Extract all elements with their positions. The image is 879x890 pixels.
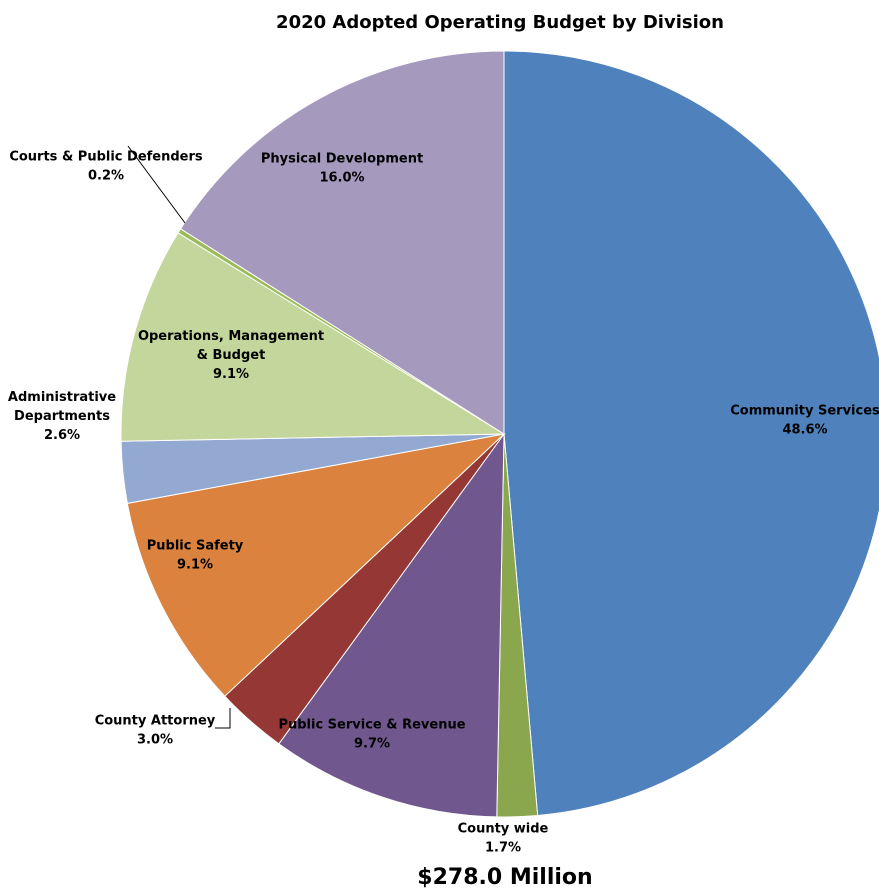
slice-label-community-services: Community Services 48.6% <box>730 404 879 438</box>
pie-slice-public-safety <box>126 433 506 697</box>
leader-line <box>127 145 186 224</box>
slice-label-county-attorney: County Attorney 3.0% <box>95 714 216 748</box>
slice-label-administrative-departments: Administrative Departments 2.6% <box>8 390 116 443</box>
pie-slice-physical-development <box>179 50 505 435</box>
total-amount: $278.0 Million <box>417 865 592 890</box>
pie-slice-public-service-revenue <box>278 432 505 818</box>
slice-label-physical-development: Physical Development 16.0% <box>261 152 423 186</box>
slice-label-operations-management-budget: Operations, Management & Budget 9.1% <box>138 329 324 382</box>
pie-slice-community-services <box>503 50 879 817</box>
slice-label-county-wide: County wide 1.7% <box>458 822 549 856</box>
pie-slice-operations-management-budget <box>120 232 506 442</box>
chart-title: 2020 Adopted Operating Budget by Divisio… <box>276 12 724 33</box>
leader-line <box>215 708 231 729</box>
slice-label-public-safety: Public Safety 9.1% <box>147 539 244 573</box>
slice-label-public-service-revenue: Public Service & Revenue 9.7% <box>278 718 465 752</box>
slice-label-courts-public-defenders: Courts & Public Defenders 0.2% <box>9 150 203 184</box>
